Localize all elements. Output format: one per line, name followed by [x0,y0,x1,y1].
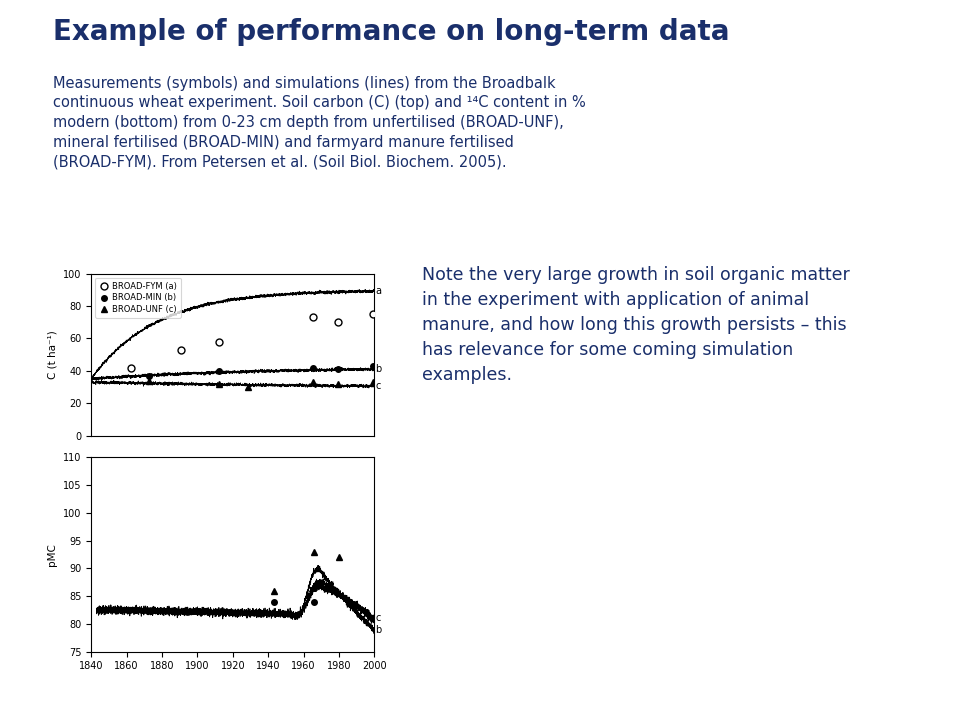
Text: c: c [375,381,381,391]
Text: b: b [375,364,381,374]
Text: a: a [375,286,381,296]
Legend: BROAD-FYM (a), BROAD-MIN (b), BROAD-UNF (c): BROAD-FYM (a), BROAD-MIN (b), BROAD-UNF … [95,278,181,318]
Y-axis label: C (t ha⁻¹): C (t ha⁻¹) [48,330,58,379]
Text: Example of performance on long-term data: Example of performance on long-term data [53,18,730,46]
Text: b: b [375,624,381,634]
Text: c: c [375,613,381,623]
Text: Measurements (symbols) and simulations (lines) from the Broadbalk
continuous whe: Measurements (symbols) and simulations (… [53,76,586,170]
Y-axis label: pMC: pMC [47,543,58,566]
Text: Note the very large growth in soil organic matter
in the experiment with applica: Note the very large growth in soil organ… [422,266,851,384]
